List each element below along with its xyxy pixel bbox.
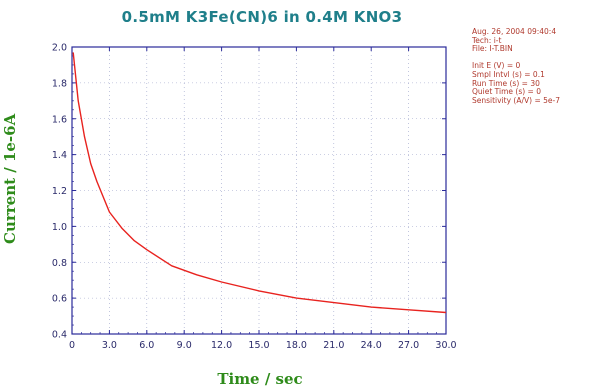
info-line: Aug. 26, 2004 09:40:4	[472, 27, 557, 36]
x-tick-label: 27.0	[398, 340, 419, 351]
y-tick-label: 2.0	[52, 43, 67, 54]
info-line: Tech: i-t	[472, 35, 502, 45]
info-line: File: I-T.BIN	[472, 44, 513, 54]
info-line: Quiet Time (s) = 0	[472, 87, 542, 97]
x-tick-label: 30.0	[435, 340, 456, 351]
x-tick-label: 18.0	[286, 340, 307, 351]
x-tick-label: 9.0	[177, 340, 192, 351]
y-tick-label: 0.6	[52, 294, 67, 305]
x-tick-label: 6.0	[139, 340, 154, 351]
y-tick-label: 0.8	[52, 258, 67, 269]
info-line: Init E (V) = 0	[472, 61, 521, 71]
x-tick-label: 3.0	[102, 340, 117, 351]
info-line: Run Time (s) = 30	[472, 78, 540, 88]
y-tick-label: 1.4	[52, 150, 67, 161]
current-decay-curve	[72, 52, 447, 314]
y-tick-label: 1.8	[52, 78, 67, 89]
x-tick-label: 12.0	[211, 340, 232, 351]
x-axis-label: Time / sec	[217, 370, 303, 388]
x-tick-label: 24.0	[361, 340, 382, 351]
info-line: Smpl Intvl (s) = 0.1	[472, 69, 545, 79]
chart-title: 0.5mM K3Fe(CN)6 in 0.4M KNO3	[121, 8, 403, 26]
info-line: Sensitivity (A/V) = 5e-7	[472, 95, 560, 105]
experiment-info-panel: Aug. 26, 2004 09:40:4 Tech: i-t File: I-T.…	[472, 27, 589, 106]
y-tick-label: 1.0	[52, 222, 67, 233]
x-tick-label: 21.0	[323, 340, 344, 351]
x-tick-label: 0	[69, 340, 75, 351]
y-tick-label: 1.6	[52, 114, 67, 125]
y-tick-label: 0.4	[52, 330, 67, 341]
x-tick-label: 15.0	[248, 340, 269, 351]
y-tick-label: 1.2	[52, 186, 67, 197]
